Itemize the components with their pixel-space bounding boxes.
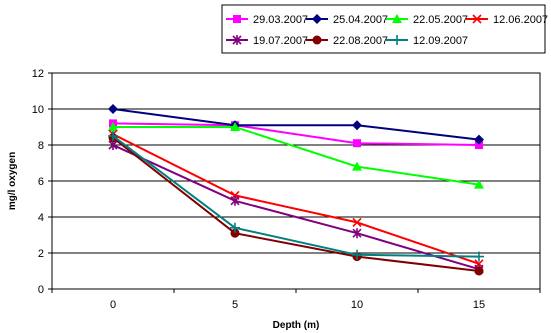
y-tick-label: 12 (32, 68, 44, 80)
series (109, 130, 483, 268)
data-point (352, 120, 362, 130)
x-tick-label: 0 (110, 299, 116, 311)
legend-label: 29.03.2007 (253, 14, 308, 26)
data-point (108, 104, 118, 114)
y-tick-label: 6 (38, 176, 44, 188)
axis-ticks: 0 2 4 6 8 10 12 0 5 10 15 (32, 68, 540, 311)
x-tick-label: 15 (473, 299, 485, 311)
x-tick-label: 10 (351, 299, 363, 311)
x-axis-title: Depth (m) (273, 320, 320, 331)
legend-label: 19.07.2007 (253, 35, 308, 47)
y-tick-label: 10 (32, 104, 44, 116)
legend-label: 22.08.2007 (333, 35, 388, 47)
gridlines (52, 109, 540, 253)
y-tick-label: 8 (38, 140, 44, 152)
y-tick-label: 4 (38, 212, 44, 224)
series-line (113, 138, 479, 271)
data-point (233, 15, 241, 23)
x-tick-label: 5 (232, 299, 238, 311)
data-point (313, 36, 322, 45)
y-tick-label: 2 (38, 248, 44, 260)
y-axis-title: mg/l oxygen (7, 152, 18, 210)
series (108, 131, 484, 262)
series-group (108, 104, 484, 276)
data-point (475, 267, 484, 276)
series-line (113, 127, 479, 185)
legend-label: 22.05.2007 (413, 14, 468, 26)
legend-label: 25.04.2007 (333, 14, 388, 26)
series-line (113, 145, 479, 269)
series-line (113, 136, 479, 257)
y-tick-label: 0 (38, 284, 44, 296)
legend-label: 12.09.2007 (413, 35, 468, 47)
data-point (353, 139, 361, 147)
legend-label: 12.06.2007 (493, 14, 548, 26)
